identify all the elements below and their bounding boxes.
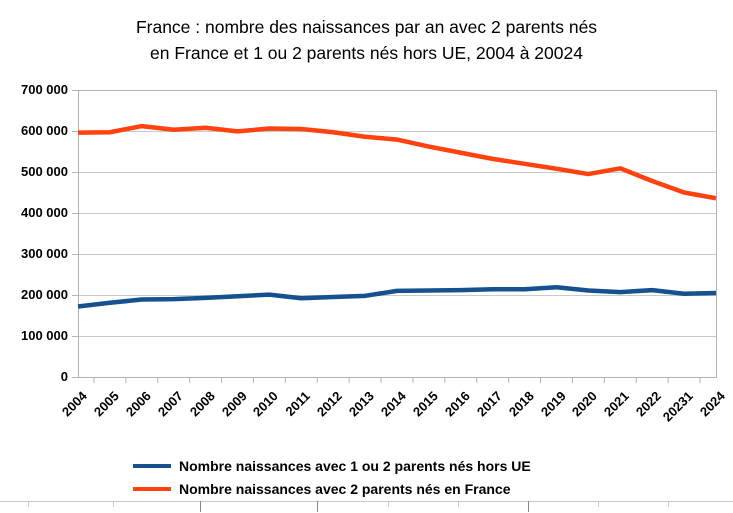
chart-title-line-2: en France et 1 ou 2 parents nés hors UE,… [150, 43, 583, 63]
y-axis-label: 400 000 [21, 205, 68, 220]
y-axis-label: 700 000 [21, 82, 68, 97]
legend-item-france: Nombre naissances avec 2 parents nés en … [133, 478, 531, 500]
y-axis-label: 0 [60, 369, 68, 384]
plot-border [78, 90, 717, 378]
y-axis-label: 600 000 [21, 123, 68, 138]
series-line-hors-ue [77, 284, 717, 309]
legend-label-hors-ue: Nombre naissances avec 1 ou 2 parents né… [179, 458, 531, 474]
legend-label-france: Nombre naissances avec 2 parents nés en … [179, 481, 511, 497]
legend-item-hors-ue: Nombre naissances avec 1 ou 2 parents né… [133, 455, 531, 477]
legend-swatch-blue-line [133, 464, 171, 468]
series-line-france [77, 123, 717, 201]
legend: Nombre naissances avec 1 ou 2 parents né… [133, 455, 531, 500]
y-axis-label: 100 000 [21, 328, 68, 343]
legend-swatch-orange-line [133, 487, 171, 491]
chart-title: France : nombre des naissances par an av… [0, 14, 733, 66]
y-axis-label: 200 000 [21, 287, 68, 302]
y-axis-label: 500 000 [21, 164, 68, 179]
y-axis-label: 300 000 [21, 246, 68, 261]
chart-title-line-1: France : nombre des naissances par an av… [135, 17, 598, 37]
